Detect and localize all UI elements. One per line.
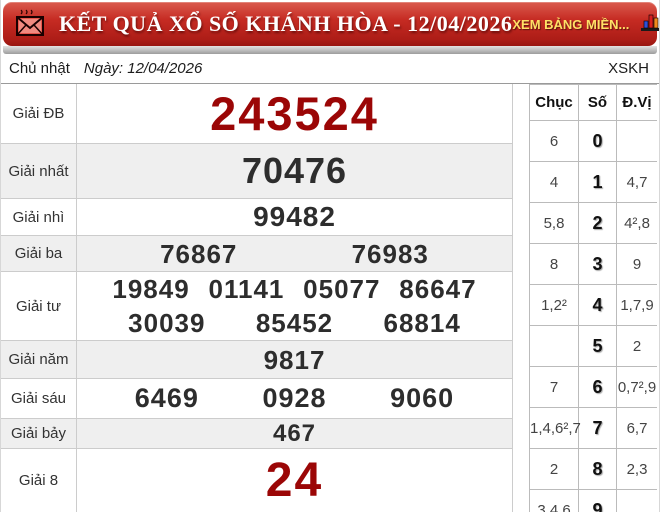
draw-date: Ngày: 12/04/2026 [83,60,203,77]
digit-cell: 7 [578,407,617,449]
digit-cell: 2 [578,202,617,244]
tens-cell: 5,8 [529,202,579,244]
units-cell: 1,7,9 [616,284,657,326]
prize-number: 76983 [351,238,429,269]
prize-number: 467 [272,419,317,447]
prize-label: Giải nhì [1,199,77,235]
digit-cell: 5 [578,325,617,367]
digit-cell: 9 [578,489,617,512]
tens-cell: 3,4,6 [529,489,579,512]
page-title: KẾT QUẢ XỔ SỐ KHÁNH HÒA - 12/04/2026 [59,11,513,36]
prize-number: 99482 [253,201,336,232]
prize-number: 9060 [390,383,455,413]
digit-row: 8 3 9 [529,243,657,285]
digit-row: 1,4,6²,7 7 6,7 [529,407,657,449]
bar-chart-icon[interactable] [639,12,659,37]
draw-info-bar: Chủ nhật Ngày: 12/04/2026 XSKH [1,54,659,84]
tens-cell: 1,2² [529,284,579,326]
column-header-units: Đ.Vị [616,84,657,121]
column-header-digit: Số [578,84,617,121]
results-content: Giải ĐB 243524 Giải nhất 70476 Giải nhì … [1,84,659,512]
digit-row: 5 2 [529,325,657,367]
digit-row: 4 1 4,7 [529,161,657,203]
digit-summary-table: Chục Số Đ.Vị 6 0 4 1 4,7 5,8 2 4²,8 [529,84,657,512]
prize-row-special: Giải ĐB 243524 [1,84,513,144]
prize-label: Giải ĐB [1,84,77,143]
prize-table: Giải ĐB 243524 Giải nhất 70476 Giải nhì … [1,84,513,512]
prize-row-second: Giải nhì 99482 [1,199,513,236]
tens-cell: 7 [529,366,579,408]
digit-row: 3,4,6 9 [529,489,657,512]
units-cell: 9 [616,243,657,285]
tens-cell: 2 [529,448,579,490]
prize-number: 19849 [112,274,190,304]
prize-row-first: Giải nhất 70476 [1,144,513,199]
weekday-label: Chủ nhật [9,60,70,77]
prize-row-seventh: Giải bảy 467 [1,419,513,449]
units-cell: 0,7²,9 [616,366,657,408]
station-code: XSKH [608,60,649,77]
units-cell: 2,3 [616,448,657,490]
prize-number: 9817 [263,344,326,375]
prize-number: 01141 [208,274,285,304]
units-cell [616,489,657,512]
prize-number: 85452 [255,308,334,338]
prize-row-sixth: Giải sáu 6469 0928 9060 [1,379,513,419]
digit-cell: 6 [578,366,617,408]
digit-row: 5,8 2 4²,8 [529,202,657,244]
tens-cell: 1,4,6²,7 [529,407,581,449]
digit-cell: 0 [578,120,617,162]
prize-label: Giải bảy [1,419,77,448]
digit-row: 1,2² 4 1,7,9 [529,284,657,326]
prize-number: 68814 [383,308,461,338]
prize-label: Giải tư [1,272,77,340]
prize-number: 05077 [303,274,381,304]
units-cell: 6,7 [616,407,657,449]
header-divider [3,46,657,54]
view-region-link[interactable]: XEM BẢNG MIỀN... [512,16,630,32]
digit-row: 7 6 0,7²,9 [529,366,657,408]
prize-row-fifth: Giải năm 9817 [1,341,513,379]
column-header-tens: Chục [529,84,579,121]
prize-label: Giải nhất [1,144,77,198]
tens-cell: 8 [529,243,579,285]
tens-cell: 6 [529,120,579,162]
prize-label: Giải ba [1,236,77,271]
prize-label: Giải sáu [1,379,77,418]
units-cell: 4,7 [616,161,657,203]
prize-number: 243524 [210,87,379,140]
prize-row-third: Giải ba 76867 76983 [1,236,513,272]
digit-cell: 1 [578,161,617,203]
tens-cell: 4 [529,161,579,203]
prize-number: 70476 [241,150,348,191]
units-cell: 4²,8 [616,202,657,244]
prize-number: 86647 [399,274,477,304]
prize-number: 0928 [262,383,327,413]
prize-label: Giải 8 [1,449,77,512]
prize-number: 30039 [128,308,206,338]
units-cell [616,120,657,162]
digit-cell: 8 [578,448,617,490]
prize-row-fourth: Giải tư 19849 01141 05077 86647 30039 85… [1,272,513,341]
header-bar: KẾT QUẢ XỔ SỐ KHÁNH HÒA - 12/04/2026 XEM… [3,2,659,46]
prize-label: Giải năm [1,341,77,378]
prize-number: 24 [265,453,324,507]
tens-cell [529,325,579,367]
digit-cell: 4 [578,284,617,326]
digit-cell: 3 [578,243,617,285]
prize-row-eighth: Giải 8 24 [1,449,513,512]
units-cell: 2 [616,325,657,367]
digit-row: 6 0 [529,120,657,162]
prize-number: 6469 [134,383,199,413]
envelope-icon [13,8,47,40]
prize-number: 76867 [160,238,238,269]
digit-row: 2 8 2,3 [529,448,657,490]
